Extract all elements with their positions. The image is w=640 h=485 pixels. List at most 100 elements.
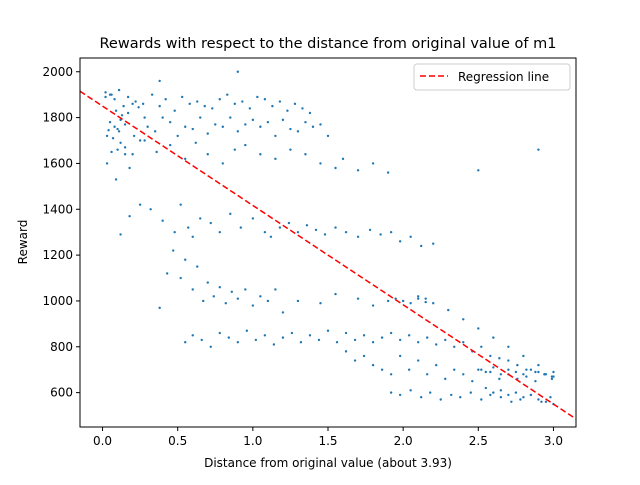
scatter-point [540, 400, 543, 403]
scatter-point [459, 396, 462, 399]
scatter-point [311, 125, 315, 128]
scatter-point [537, 370, 540, 374]
scatter-point [334, 292, 337, 296]
scatter-point [104, 91, 107, 94]
scatter-point [308, 334, 312, 337]
scatter-point [141, 102, 145, 106]
scatter-point [119, 233, 122, 236]
chart-title: Rewards with respect to the distance fro… [100, 36, 557, 52]
scatter-point [407, 368, 411, 371]
scatter-point [212, 295, 215, 298]
scatter-point [138, 139, 142, 142]
scatter-point [158, 104, 161, 108]
scatter-point [525, 375, 528, 378]
scatter-point [108, 120, 112, 124]
scatter-point [105, 134, 109, 138]
scatter-point [110, 150, 113, 154]
scatter-point [537, 148, 540, 151]
scatter-point [107, 128, 110, 132]
scatter-point [117, 88, 121, 92]
scatter-point [389, 391, 393, 394]
y-axis-label: Reward [16, 220, 30, 265]
scatter-point [173, 109, 176, 112]
scatter-point [453, 368, 456, 371]
scatter-point [206, 153, 209, 156]
scatter-point [191, 235, 194, 238]
scatter-point [401, 299, 405, 303]
scatter-point [239, 226, 243, 229]
scatter-point [371, 304, 375, 307]
scatter-point [126, 111, 130, 115]
scatter-point [484, 370, 488, 374]
legend: Regression line [413, 63, 571, 91]
scatter-point [244, 288, 247, 291]
scatter-point [155, 150, 158, 154]
scatter-point [200, 338, 203, 342]
scatter-point [281, 118, 285, 122]
scatter-point [131, 102, 134, 106]
scatter-point [471, 379, 474, 383]
scatter-point [149, 208, 152, 211]
scatter-point [119, 141, 122, 145]
scatter-point [206, 132, 209, 135]
scatter-point [143, 139, 146, 142]
scatter-point [534, 379, 537, 383]
scatter-point [114, 178, 118, 181]
scatter-point [206, 281, 209, 284]
scatter-point [380, 336, 384, 339]
scatter-point [356, 169, 360, 172]
y-tick-label: 1000 [42, 294, 73, 308]
scatter-point [492, 366, 495, 369]
scatter-point [319, 302, 322, 305]
scatter-point [522, 373, 525, 376]
scatter-point [544, 373, 548, 376]
scatter-point [254, 338, 258, 342]
scatter-point [462, 340, 465, 344]
scatter-point [499, 396, 503, 399]
scatter-point [362, 354, 366, 358]
legend-regression-label: Regression line [458, 70, 549, 84]
x-tick-label: 1.0 [243, 434, 262, 448]
scatter-point [173, 230, 176, 234]
scatter-point [233, 148, 237, 151]
scatter-point [389, 230, 393, 234]
scatter-point [158, 79, 161, 83]
scatter-point [117, 130, 121, 133]
x-axis-label: Distance from original value (about 3.93… [204, 456, 452, 470]
scatter-point [426, 336, 429, 339]
scatter-point [150, 93, 154, 96]
scatter-point [296, 230, 300, 234]
scatter-point [368, 228, 372, 232]
scatter-point [104, 95, 107, 99]
y-tick-label: 1400 [42, 202, 73, 216]
legend-box [413, 63, 571, 91]
scatter-point [245, 329, 249, 332]
scatter-point [272, 343, 276, 346]
scatter-point [120, 114, 124, 117]
x-tick-label: 2.5 [469, 434, 488, 448]
scatter-point [184, 125, 187, 128]
scatter-point [289, 127, 292, 131]
scatter-point [498, 357, 501, 360]
scatter-point [389, 373, 393, 376]
scatter-point [480, 398, 483, 401]
scatter-point [416, 297, 420, 300]
scatter-point [236, 70, 240, 73]
scatter-point [188, 102, 191, 106]
scatter-point [179, 276, 182, 280]
scatter-point [317, 338, 321, 342]
scatter-point [263, 230, 267, 234]
scatter-point [477, 169, 480, 172]
scatter-point [398, 354, 402, 358]
scatter-point [221, 125, 224, 128]
scatter-point [274, 134, 277, 138]
scatter-point [184, 258, 187, 261]
scatter-point [514, 370, 518, 374]
scatter-point [209, 345, 212, 348]
scatter-point [236, 130, 240, 133]
scatter-point [256, 95, 259, 99]
scatter-point [409, 302, 412, 305]
scatter-point [229, 212, 232, 216]
scatter-point [161, 219, 164, 222]
